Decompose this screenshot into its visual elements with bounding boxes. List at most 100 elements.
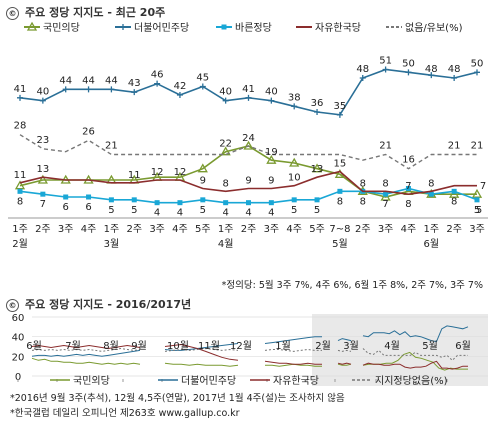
series-point-1 xyxy=(85,86,92,93)
x-tick-label: 3주 xyxy=(378,224,394,235)
label-jayu: 10 xyxy=(288,173,301,184)
series2-line-1 xyxy=(31,349,141,357)
series2-line-0 xyxy=(31,357,141,365)
series2-line-2 xyxy=(164,343,239,361)
label-minjoo: 40 xyxy=(219,87,232,98)
label-people: 19 xyxy=(265,147,278,158)
label-minjoo: 45 xyxy=(196,73,209,84)
label-bareun: 5 xyxy=(131,205,137,216)
label-people: 24 xyxy=(242,133,255,144)
label-jayu: 11 xyxy=(14,170,27,181)
label-jayu: 8 xyxy=(222,178,228,189)
series-point-2 xyxy=(108,197,114,203)
series-point-0 xyxy=(14,180,26,190)
section1-title: © 주요 정당 지지도 - 최근 20주 xyxy=(6,4,165,20)
series-point-1 xyxy=(314,109,321,115)
series-point-0 xyxy=(220,146,231,156)
label-minjoo: 46 xyxy=(151,70,164,81)
x-tick-label: 2주 xyxy=(446,224,462,235)
series-line-3 xyxy=(19,170,477,196)
section1-title-text: 주요 정당 지지도 - 최근 20주 xyxy=(25,6,166,19)
label-bareun: 5 xyxy=(291,205,297,216)
y-tick-label: 0 xyxy=(15,372,21,383)
x-tick-label: 3주 xyxy=(264,224,280,235)
series-point-2 xyxy=(383,191,389,197)
series-point-2 xyxy=(268,200,274,206)
label-nodata: 28 xyxy=(14,121,27,132)
series-point-2 xyxy=(177,200,183,206)
series-point-2 xyxy=(474,197,480,203)
note-justice-party: *정의당: 5월 3주 7%, 4주 6%, 6월 1주 8%, 2주 7%, … xyxy=(221,280,483,291)
series-line-4 xyxy=(19,134,477,170)
y-tick-label: 40 xyxy=(12,333,25,344)
label-jayu: 15 xyxy=(334,159,347,170)
series2-line-3 xyxy=(164,347,239,352)
x-tick-label: 5주 xyxy=(309,224,325,235)
legend-label-3: 자유한국당 xyxy=(315,22,361,34)
series-point-1 xyxy=(382,66,389,73)
x-tick-label: 7~8 xyxy=(329,224,350,235)
label-minjoo: 50 xyxy=(402,58,415,69)
series-point-2 xyxy=(131,197,137,203)
series-point-1 xyxy=(17,94,23,101)
copyright-icon: © xyxy=(6,6,19,20)
month-label-0: 2월 xyxy=(12,238,28,250)
x-tick-label: 3주 xyxy=(149,224,165,235)
legend-label-4: 없음/유보(%) xyxy=(405,21,463,34)
y-tick-label: 60 xyxy=(12,314,25,324)
series2-line-2 xyxy=(362,360,468,370)
label-jayu: 9 xyxy=(245,176,251,187)
label-bareun: 8 xyxy=(360,196,366,207)
legend-marker-2 xyxy=(221,24,227,30)
label-jayu: 13 xyxy=(311,164,324,175)
chart2-month-8: 2월 xyxy=(315,340,331,352)
series-point-1 xyxy=(336,111,343,118)
series-point-1 xyxy=(291,103,298,110)
x-tick-label: 2주 xyxy=(241,224,257,235)
series-point-1 xyxy=(154,80,161,87)
series-point-0 xyxy=(289,157,300,167)
x-tick-label: 2주 xyxy=(355,224,371,235)
label-bareun: 8 xyxy=(451,196,457,207)
chart2-month-4: 10월 xyxy=(167,340,189,352)
series-point-1 xyxy=(39,97,46,104)
chart2-month-12: 6월 xyxy=(455,340,471,352)
label-minjoo: 36 xyxy=(311,98,324,109)
series-point-1 xyxy=(199,83,206,90)
label-nodata: 26 xyxy=(82,126,95,137)
series-point-1 xyxy=(62,86,69,93)
legend-label-2: 바른정당 xyxy=(235,22,272,34)
month-label-4: 6월 xyxy=(424,238,440,250)
x-tick-label: 4주 xyxy=(286,224,302,235)
x-tick-label: 1주 xyxy=(104,224,120,235)
series-point-2 xyxy=(405,186,411,191)
chart2-month-6: 12월 xyxy=(230,340,252,352)
month-label-3: 5월 xyxy=(332,238,348,250)
x-tick-label: 3주 xyxy=(469,224,485,235)
x-tick-label: 1주 xyxy=(12,224,28,235)
series-point-2 xyxy=(200,197,206,203)
chart2-month-2: 8월 xyxy=(103,340,119,352)
series2-line-2 xyxy=(31,344,141,350)
series-point-2 xyxy=(291,197,297,203)
label-jayu: 7 xyxy=(405,181,411,192)
legend-marker-1 xyxy=(120,24,126,30)
label-bareun: 8 xyxy=(17,196,23,207)
month-label-1: 3월 xyxy=(104,238,120,250)
label-minjoo: 44 xyxy=(82,75,95,86)
series-point-1 xyxy=(245,94,252,101)
label-bareun: 6 xyxy=(63,202,69,213)
label-minjoo: 51 xyxy=(379,56,392,67)
x-tick-label: 2주 xyxy=(126,224,142,235)
label-minjoo: 38 xyxy=(288,92,301,103)
series-point-2 xyxy=(314,197,320,203)
label-bareun: 7 xyxy=(40,199,46,210)
label-bareun: 5 xyxy=(200,205,206,216)
label-nodata: 16 xyxy=(402,155,415,166)
label-minjoo: 35 xyxy=(334,101,347,112)
label-minjoo: 44 xyxy=(105,75,118,86)
series-point-2 xyxy=(17,188,23,194)
label-minjoo: 41 xyxy=(14,84,27,95)
label-minjoo: 50 xyxy=(471,58,484,69)
series2-line-1 xyxy=(362,325,469,343)
